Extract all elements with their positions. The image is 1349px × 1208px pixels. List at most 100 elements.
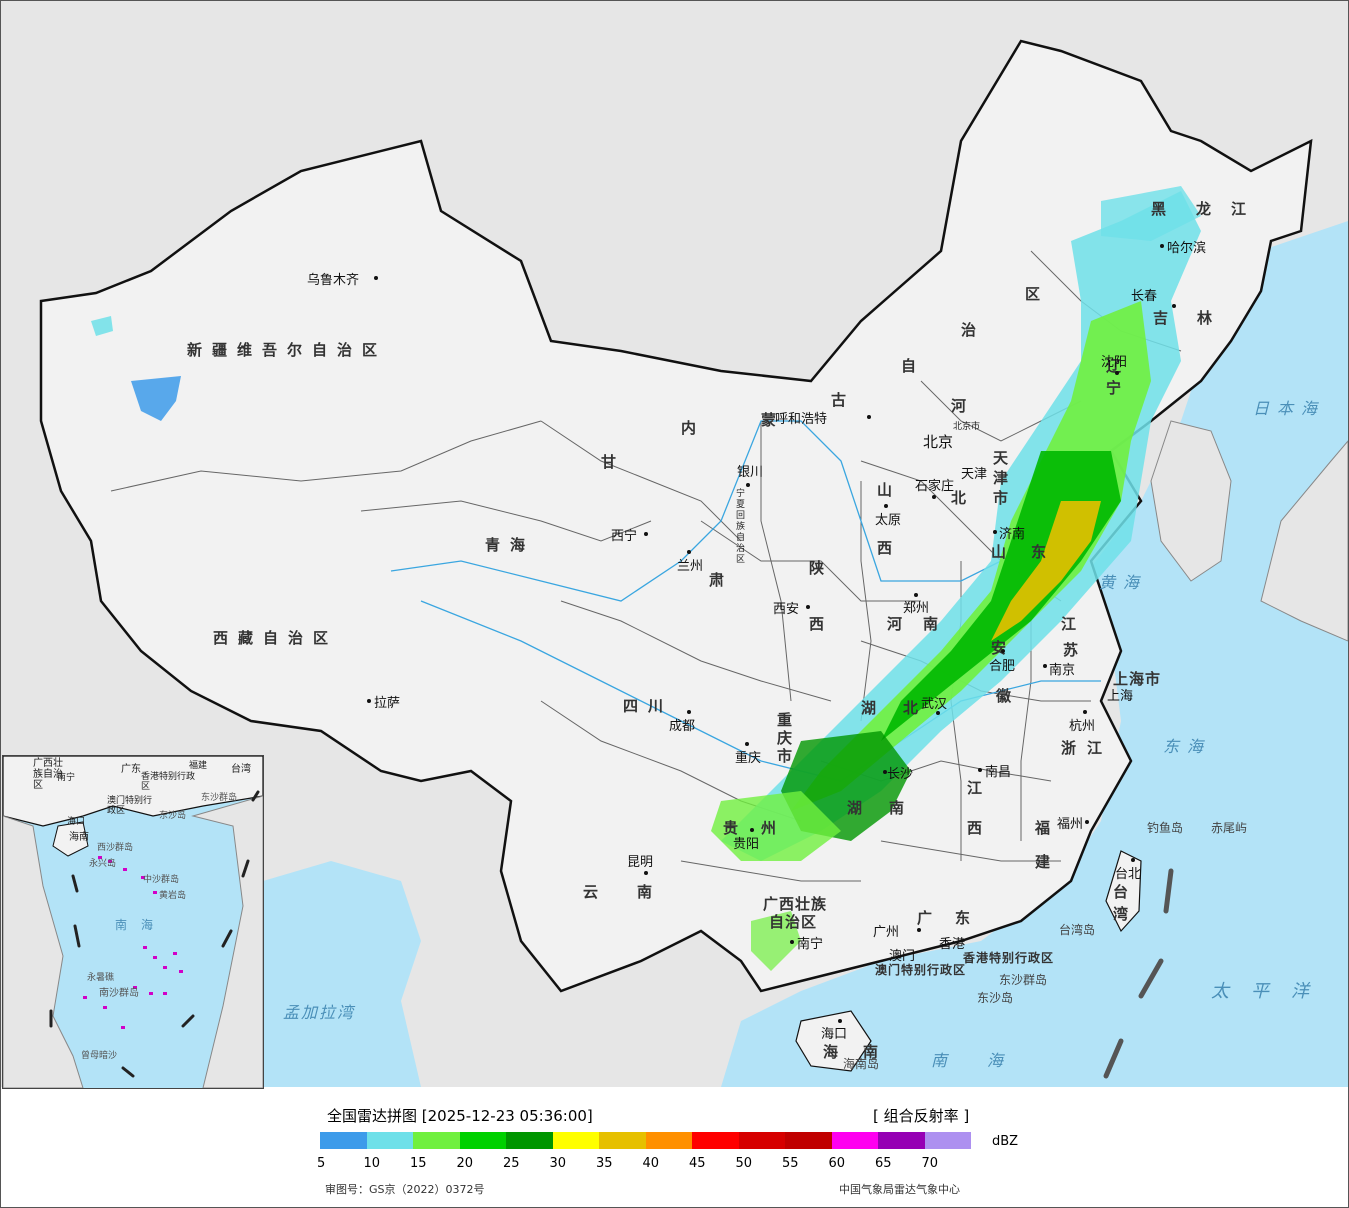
island-dongsha-dao: 东沙岛 [977,991,1014,1005]
city-changsha: 长沙 [887,767,914,782]
label-nan-hun: 南 [889,799,915,817]
label-jian: 建 [1035,853,1061,871]
city-fuzhou: 福州 [1057,817,1084,832]
label-xizang: 西藏自治区 [213,629,339,647]
echo-heilongjiang [1101,186,1201,241]
legend-swatch [506,1132,553,1149]
city-harbin: 哈尔滨 [1167,241,1207,256]
inset-label-taiwan: 台湾 [231,764,251,775]
inset-map [3,756,263,1088]
label-ning: 宁 [1106,379,1132,397]
legend-tick-label: 35 [596,1156,613,1171]
region-hk-sar: 香港特别行政区 [963,951,1055,965]
label-zhi: 治 [961,321,987,339]
japan-islands [1260,440,1348,642]
city-nanchang: 南昌 [985,765,1012,780]
city-dot [746,483,750,487]
radar-echoes [91,186,1201,971]
echo-xinjiang-1 [131,376,181,421]
label-jiang-zj: 江 [1087,739,1113,757]
city-guiyang: 贵阳 [733,837,760,852]
label-zi: 自 [901,357,927,375]
city-dot [687,710,691,714]
city-dot [936,711,940,715]
inset-label-nanhai: 南海 [115,918,168,932]
label-gu: 古 [831,391,857,409]
label-dong-sd: 东 [1031,543,1057,561]
label-shi-cq: 市 [777,747,803,765]
legend-tick-label: 50 [735,1156,753,1171]
legend-tick-label: 70 [921,1156,939,1171]
inset-label-zhongsha: 中沙群岛 [143,875,180,885]
city-dot [993,530,997,534]
label-hai: 海 [823,1043,849,1061]
inset-label-haikou: 海口 [67,817,86,827]
legend-tick-label: 55 [782,1156,799,1171]
sea-bengal-bay: 孟加拉湾 [283,1003,356,1022]
legend-swatch [413,1132,460,1149]
label-sichuan: 四川 [623,697,674,715]
city-xining: 西宁 [611,529,638,544]
label-shaan: 陕 [809,559,835,577]
city-dot [917,928,921,932]
city-shijiazhuang: 石家庄 [915,479,955,494]
inset-label-guangxi: 广西壮族自治区 [33,758,63,791]
label-hu-hun: 湖 [847,799,873,817]
city-taiyuan: 太原 [875,513,902,528]
city-dot [914,593,918,597]
city-chongqing: 重庆 [735,751,762,766]
inset-label-nanning: 南宁 [57,773,76,783]
legend-tick-label: 45 [689,1156,706,1171]
inset-label-hk: 香港特别行政区 [141,772,196,792]
echo-core-yellow [991,501,1101,641]
label-nei: 内 [681,419,707,437]
label-chong: 重 [777,711,803,729]
label-zhou: 州 [761,819,787,837]
echo-northeast-outer [721,191,1201,861]
inset-label-dongsha-dao: 东沙岛 [159,811,187,821]
inset-label-huangyan: 黄岩岛 [159,891,187,901]
inset-label-hainan: 海南 [69,832,89,843]
city-wuhan: 武汉 [921,697,948,712]
legend-tick-label: 25 [503,1156,520,1171]
island-dongsha-qundao: 东沙群岛 [999,973,1048,987]
sea-pacific: 太平洋 [1211,981,1331,1002]
label-long: 龙 [1196,200,1222,218]
label-gan: 甘 [601,453,627,471]
inset-label-macau: 澳门特别行政区 [107,796,153,816]
label-hei: 黑 [1151,200,1177,218]
city-taipei: 台北 [1115,867,1142,882]
label-yun: 云 [583,883,609,901]
echo-xinjiang-2 [91,316,113,336]
label-xi-sx: 西 [877,539,903,557]
legend-swatch [320,1132,367,1149]
south-china-sea-inset: 广西壮族自治区 广东 福建 台湾 南宁 香港特别行政区 澳门特别行政区 东沙群岛… [2,755,264,1089]
label-he-hb: 河 [951,397,977,415]
label-bei-hub: 北 [903,699,929,717]
legend-swatch [552,1132,599,1149]
label-guangxi-1: 广西壮族 [763,895,828,913]
city-hefei: 合肥 [989,659,1016,674]
city-dot [1085,820,1089,824]
island-diaoyu: 钓鱼岛 [1147,821,1184,835]
island-hainan: 海南岛 [843,1057,880,1071]
footer-agency: 中国气象局雷达气象中心 [839,1183,960,1196]
city-dot [644,871,648,875]
label-guang: 广 [917,909,943,927]
city-dot [932,495,936,499]
label-qing: 庆 [777,729,803,747]
legend-swatch [924,1132,971,1149]
echo-northeast-mid [791,301,1151,811]
legend-tick-label: 30 [549,1156,567,1171]
legend-tick-label: 15 [410,1156,427,1171]
city-beijing: 北京 [923,433,954,451]
label-he-hn: 河 [887,615,913,633]
label-xi-jx: 西 [967,819,993,837]
label-shi-tj: 市 [993,489,1019,507]
city-changchun: 长春 [1131,289,1158,304]
island-chiwei: 赤尾屿 [1211,821,1248,835]
city-lanzhou: 兰州 [677,559,704,574]
city-macau: 澳门 [889,949,916,964]
legend-swatch [785,1132,832,1149]
